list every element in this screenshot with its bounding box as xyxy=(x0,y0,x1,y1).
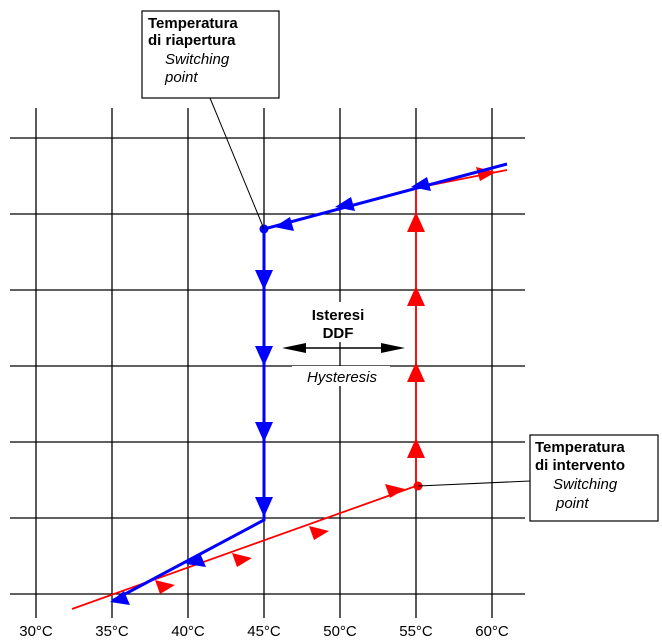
grid xyxy=(10,108,525,618)
cooling-arrow xyxy=(411,177,431,191)
hysteresis-title-2: DDF xyxy=(323,325,354,342)
hysteresis-label: Isteresi DDF Hysteresis xyxy=(292,302,390,386)
heating-arrow xyxy=(232,553,252,567)
x-axis-ticks: 30°C 35°C 40°C 45°C 50°C 55°C 60°C xyxy=(19,623,509,640)
reopening-subtitle-2: point xyxy=(164,69,198,86)
x-tick-label: 60°C xyxy=(475,623,509,640)
x-tick-label: 55°C xyxy=(399,623,433,640)
hysteresis-subtitle: Hysteresis xyxy=(307,369,378,386)
cooling-arrow xyxy=(110,591,130,605)
cooling-arrow xyxy=(186,553,206,567)
hysteresis-title-1: Isteresi xyxy=(312,307,365,324)
cooling-arrow xyxy=(335,197,355,211)
cooling-path xyxy=(110,162,508,605)
hysteresis-arrow xyxy=(282,343,405,353)
hysteresis-arrowhead-right xyxy=(381,343,405,353)
heating-path xyxy=(71,167,508,610)
intervention-callout: Temperatura di intervento Switching poin… xyxy=(529,434,659,522)
cooling-arrow xyxy=(255,346,273,366)
reopening-title-2: di riapertura xyxy=(148,32,236,49)
heating-arrow xyxy=(407,362,425,382)
intervention-title-2: di intervento xyxy=(535,457,625,474)
heating-arrow xyxy=(407,286,425,306)
heating-arrow xyxy=(385,484,405,498)
reopening-leader-line xyxy=(209,97,265,230)
reopening-title-1: Temperatura xyxy=(148,15,238,32)
x-tick-label: 40°C xyxy=(171,623,205,640)
cooling-arrow xyxy=(255,497,273,517)
reopening-subtitle-1: Switching xyxy=(165,51,230,68)
intervention-title-1: Temperatura xyxy=(535,439,625,456)
heating-arrow xyxy=(407,212,425,232)
reopening-callout: Temperatura di riapertura Switching poin… xyxy=(141,10,280,99)
x-tick-label: 35°C xyxy=(95,623,129,640)
heating-curve xyxy=(71,169,508,610)
intervention-subtitle-2: point xyxy=(555,495,589,512)
reopening-callout-box xyxy=(141,10,280,99)
hysteresis-arrowhead-left xyxy=(282,343,306,353)
x-tick-label: 30°C xyxy=(19,623,53,640)
intervention-subtitle-1: Switching xyxy=(553,476,618,493)
cooling-arrow xyxy=(255,422,273,442)
heating-arrow xyxy=(309,526,329,540)
intervention-callout-box xyxy=(529,434,659,522)
cooling-arrow xyxy=(274,217,294,231)
x-tick-label: 50°C xyxy=(323,623,357,640)
intervention-leader-line xyxy=(417,480,531,487)
x-tick-label: 45°C xyxy=(247,623,281,640)
cooling-curve xyxy=(111,162,508,603)
heating-arrow xyxy=(407,438,425,458)
heating-arrow xyxy=(155,580,175,594)
cooling-arrow xyxy=(255,270,273,290)
